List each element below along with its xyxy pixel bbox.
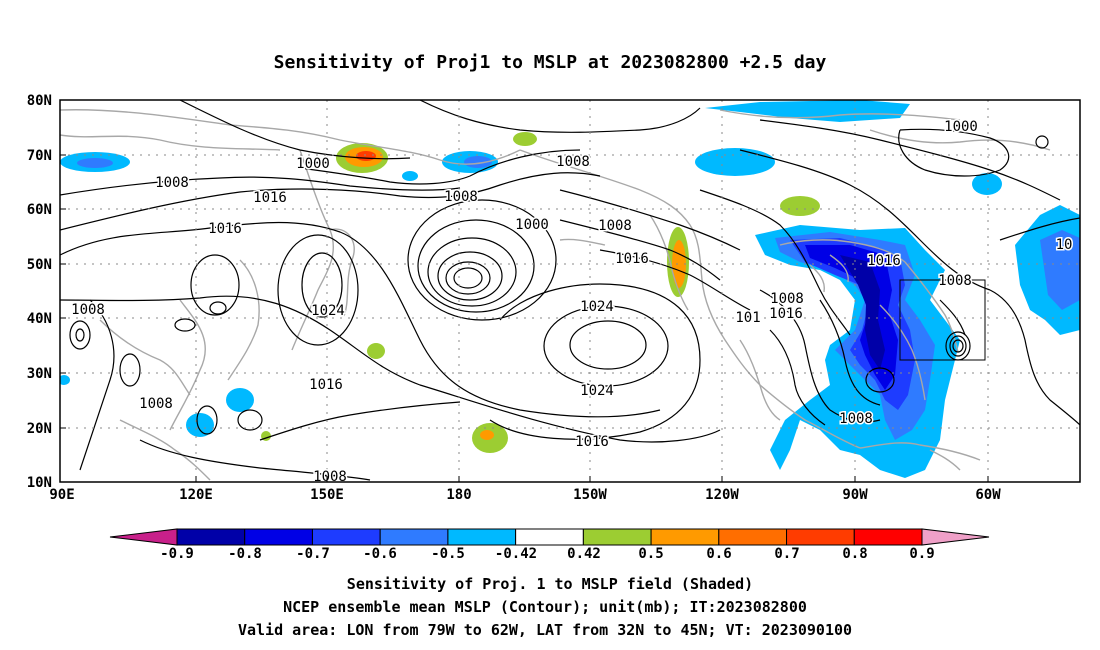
colorbar-box xyxy=(582,528,652,546)
colorbar-box xyxy=(244,528,313,546)
lat-label: 50N xyxy=(27,257,52,273)
axis-ticks xyxy=(60,99,989,482)
contour-label: 1016 xyxy=(615,251,649,267)
contour-label: 1016 xyxy=(253,190,287,206)
contour-label: 1008 xyxy=(444,189,478,205)
colorbar-label: -0.7 xyxy=(296,546,330,562)
contour-label: 1024 xyxy=(580,299,614,315)
lat-label: 30N xyxy=(27,366,52,382)
colorbar-label: -0.9 xyxy=(160,546,194,562)
contour-label: 1008 xyxy=(155,175,189,191)
latitude-labels: 80N 70N 60N 50N 40N 30N 20N 10N xyxy=(27,93,52,491)
map-panel: 1000 1000 1000 1008 1008 1008 1008 1008 … xyxy=(27,93,1081,503)
colorbar-label: -0.8 xyxy=(228,546,262,562)
contour-label: 1008 xyxy=(598,218,632,234)
caption-shaded: Sensitivity of Proj. 1 to MSLP field (Sh… xyxy=(347,575,753,593)
colorbar-box xyxy=(853,528,923,546)
lon-label: 90W xyxy=(842,487,868,503)
colorbar-box xyxy=(786,528,855,546)
caption-contour: NCEP ensemble mean MSLP (Contour); unit(… xyxy=(283,598,807,616)
mslp-contours xyxy=(60,100,1080,481)
contour-label: 1016 xyxy=(867,253,901,269)
figure-captions: Sensitivity of Proj. 1 to MSLP field (Sh… xyxy=(238,575,852,639)
map-gridlines xyxy=(60,100,1080,482)
contour-label: 1000 xyxy=(296,156,330,172)
map-frame xyxy=(59,99,1081,483)
figure-title: Sensitivity of Proj1 to MSLP at 20230828… xyxy=(274,52,827,73)
colorbar-box xyxy=(447,528,517,546)
colorbar: -0.9 -0.8 -0.7 -0.6 -0.5 -0.42 0.42 0.5 … xyxy=(109,528,990,562)
colorbar-label: 0.7 xyxy=(774,546,799,562)
lon-label: 120W xyxy=(705,487,739,503)
contour-label: 1000 xyxy=(515,217,549,233)
colorbar-label: 0.6 xyxy=(706,546,731,562)
contour-labels: 1000 1000 1000 1008 1008 1008 1008 1008 … xyxy=(70,118,1074,487)
contour-label: 1008 xyxy=(71,302,105,318)
colorbar-box xyxy=(176,528,246,546)
colorbar-box xyxy=(311,528,381,546)
colorbar-label: 0.42 xyxy=(567,546,601,562)
contour-label: 1000 xyxy=(944,119,978,135)
colorbar-high-triangle xyxy=(921,528,990,546)
lon-label: 60W xyxy=(975,487,1001,503)
contour-label: 1008 xyxy=(556,154,590,170)
contour-label: 1016 xyxy=(208,221,242,237)
colorbar-box xyxy=(515,528,584,546)
colorbar-label: 0.9 xyxy=(909,546,934,562)
lon-label: 150W xyxy=(573,487,607,503)
longitude-labels: 90E 120E 150E 180 150W 120W 90W 60W xyxy=(49,487,1001,503)
sensitivity-shading xyxy=(60,100,1080,478)
colorbar-box xyxy=(718,528,788,546)
contour-label: 1016 xyxy=(575,434,609,450)
lat-label: 80N xyxy=(27,93,52,109)
lon-label: 150E xyxy=(310,487,344,503)
lat-label: 20N xyxy=(27,421,52,437)
contour-label: 1024 xyxy=(311,303,345,319)
colorbar-label: -0.6 xyxy=(363,546,397,562)
lat-label: 40N xyxy=(27,311,52,327)
lon-label: 120E xyxy=(179,487,213,503)
contour-label: 101 xyxy=(735,310,760,326)
colorbar-boxes xyxy=(176,528,923,546)
colorbar-box xyxy=(650,528,720,546)
colorbar-label: -0.5 xyxy=(431,546,465,562)
contour-label: 10 xyxy=(1056,237,1073,253)
contour-label: 1016 xyxy=(769,306,803,322)
contour-label: 1008 xyxy=(770,291,804,307)
lat-label: 60N xyxy=(27,202,52,218)
lon-label: 180 xyxy=(446,487,471,503)
contour-label: 1008 xyxy=(139,396,173,412)
colorbar-label: 0.8 xyxy=(842,546,867,562)
caption-valid-area: Valid area: LON from 79W to 62W, LAT fro… xyxy=(238,621,852,639)
contour-label: 1016 xyxy=(309,377,343,393)
contour-label: 1008 xyxy=(938,273,972,289)
colorbar-box xyxy=(379,528,449,546)
colorbar-label: -0.42 xyxy=(495,546,537,562)
lat-label: 10N xyxy=(27,475,52,491)
colorbar-label: 0.5 xyxy=(638,546,663,562)
lat-label: 70N xyxy=(27,148,52,164)
contour-label: 1008 xyxy=(839,411,873,427)
colorbar-labels: -0.9 -0.8 -0.7 -0.6 -0.5 -0.42 0.42 0.5 … xyxy=(160,546,935,562)
colorbar-low-triangle xyxy=(109,528,178,546)
contour-label: 1024 xyxy=(580,383,614,399)
lon-label: 90E xyxy=(49,487,74,503)
